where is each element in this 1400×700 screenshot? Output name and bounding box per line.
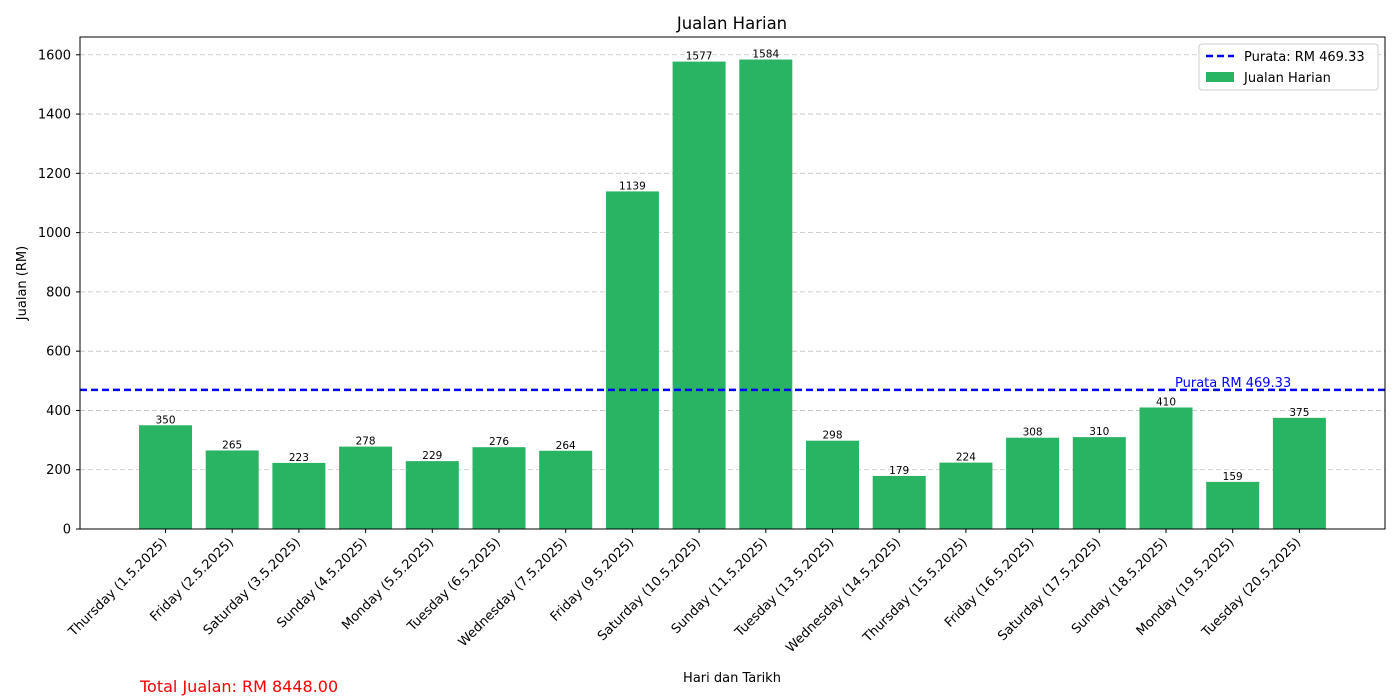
bar xyxy=(872,475,926,529)
bar-value-label: 1577 xyxy=(686,51,713,63)
bar-value-label: 276 xyxy=(489,436,509,448)
legend: Purata: RM 469.33 Jualan Harian xyxy=(1198,43,1379,91)
bar xyxy=(1006,437,1060,529)
legend-average-label: Purata: RM 469.33 xyxy=(1244,50,1365,65)
bar-value-label: 308 xyxy=(1023,427,1043,439)
y-tick-label: 1600 xyxy=(38,48,71,63)
bars xyxy=(139,59,1326,530)
x-tick-label: Wednesday (7.5.2025) xyxy=(456,535,571,650)
bar-value-labels: 350 265 223 278 229 276 264 1139 1577 1584 298 179 2… xyxy=(155,49,1309,483)
y-axis-label: Jualan (RM) xyxy=(15,246,30,321)
bar-value-label: 265 xyxy=(222,439,242,451)
bar-value-label: 224 xyxy=(956,452,976,464)
bar xyxy=(405,461,459,529)
legend-frame xyxy=(1198,43,1379,91)
bar-value-label: 310 xyxy=(1089,426,1109,438)
bar xyxy=(1206,481,1260,529)
bar-value-label: 159 xyxy=(1223,471,1243,483)
bar-value-label: 229 xyxy=(422,450,442,462)
bar xyxy=(605,191,659,529)
y-tick-label: 400 xyxy=(46,404,71,419)
bar xyxy=(139,425,192,529)
bar xyxy=(272,462,326,529)
y-tick-label: 800 xyxy=(46,285,71,300)
bar-value-label: 298 xyxy=(822,430,842,442)
y-tick-label: 600 xyxy=(46,345,71,360)
bar-value-label: 1584 xyxy=(752,49,779,61)
y-tick-label: 1000 xyxy=(38,226,71,241)
bar xyxy=(1272,417,1326,529)
bar-value-label: 264 xyxy=(556,440,576,452)
bar xyxy=(806,440,859,529)
bar xyxy=(205,450,259,529)
chart-title: Jualan Harian xyxy=(676,14,787,33)
bar xyxy=(1139,407,1193,529)
y-tick-label: 0 xyxy=(63,523,71,538)
bar xyxy=(1072,437,1126,529)
bar-value-label: 223 xyxy=(289,452,309,464)
x-axis-ticks: Thursday (1.5.2025)Friday (2.5.2025)Satu… xyxy=(65,529,1304,656)
bar xyxy=(672,61,726,529)
bar-value-label: 410 xyxy=(1156,396,1176,408)
bar-value-label: 375 xyxy=(1289,407,1309,419)
bar xyxy=(339,446,393,529)
bar-value-label: 278 xyxy=(356,436,376,448)
legend-bar-label: Jualan Harian xyxy=(1243,71,1331,86)
total-sales-text: Total Jualan: RM 8448.00 xyxy=(140,677,339,696)
y-tick-label: 1200 xyxy=(38,167,71,182)
bar xyxy=(472,447,526,529)
bar-value-label: 1139 xyxy=(619,180,646,192)
plot-area-frame xyxy=(79,36,1386,530)
bar xyxy=(539,450,593,529)
bar-value-label: 179 xyxy=(889,465,909,477)
average-annotation: Purata RM 469.33 xyxy=(1175,376,1291,391)
y-axis-ticks: 0 200 400 600 800 1000 1200 1400 1600 xyxy=(38,48,80,538)
x-tick-label: Thursday (1.5.2025) xyxy=(65,535,170,640)
bar xyxy=(939,462,993,529)
bar xyxy=(739,59,793,530)
average-line-group: Purata RM 469.33 xyxy=(80,376,1385,392)
y-tick-label: 200 xyxy=(46,463,71,478)
bar-value-label: 350 xyxy=(155,414,175,426)
y-tick-label: 1400 xyxy=(38,108,71,123)
legend-bar-swatch xyxy=(1206,72,1234,82)
x-axis-label: Hari dan Tarikh xyxy=(683,671,781,686)
x-tick-label: Wednesday (14.5.2025) xyxy=(783,535,904,656)
